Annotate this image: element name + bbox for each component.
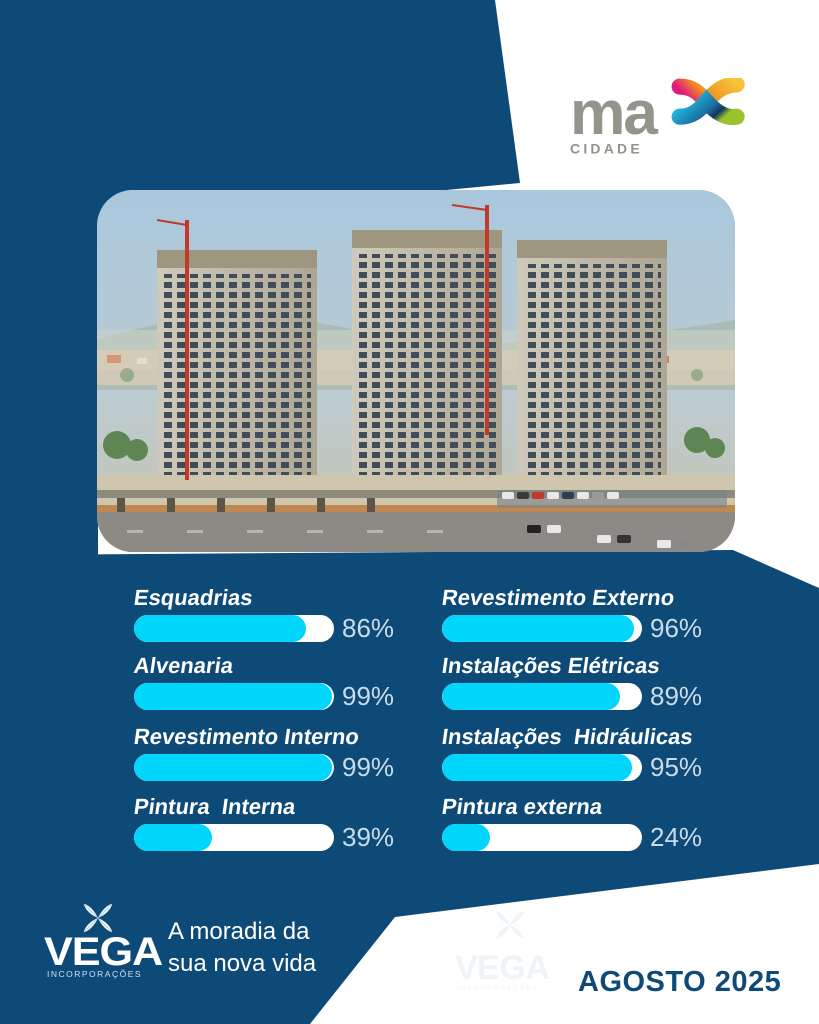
svg-text:CIDADE: CIDADE <box>570 140 643 156</box>
svg-text:ma: ma <box>570 79 659 148</box>
svg-text:INCORPORAÇÕES: INCORPORAÇÕES <box>457 983 539 992</box>
svg-text:VEGA: VEGA <box>455 949 549 987</box>
